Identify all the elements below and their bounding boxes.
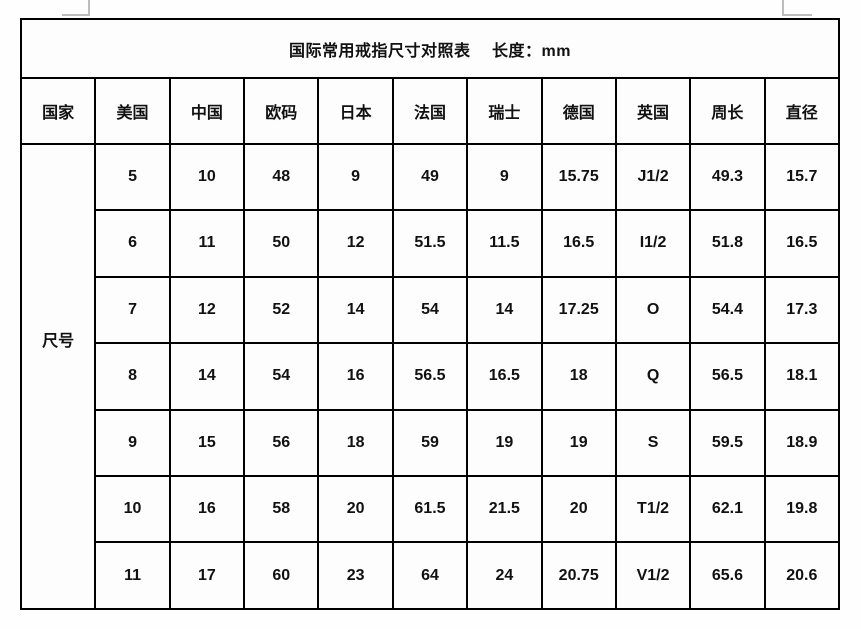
cell-uk-row3: O xyxy=(614,275,692,345)
cell-germany-row1: 15.75 xyxy=(540,142,617,212)
title-row: 国际常用戒指尺寸对照表 长度：mm xyxy=(20,17,840,80)
column-header-usa: 美国 xyxy=(94,77,171,145)
column-header-circumference: 周长 xyxy=(689,77,766,145)
cell-uk-row4: Q xyxy=(614,342,692,411)
gridline-artifact-top-right-horizontal xyxy=(782,14,812,16)
cell-china-row1: 10 xyxy=(168,142,246,212)
cell-uk-row2: I1/2 xyxy=(614,209,692,278)
cell-japan-row7: 23 xyxy=(317,541,394,610)
gridline-artifact-top-left-vertical xyxy=(88,0,90,16)
cell-circumference-row6: 62.1 xyxy=(689,475,766,544)
cell-switzerland-row6: 21.5 xyxy=(466,475,543,544)
cell-diameter-row5: 18.9 xyxy=(763,408,841,478)
cell-switzerland-row4: 16.5 xyxy=(466,342,543,411)
cell-switzerland-row3: 14 xyxy=(466,275,543,345)
cell-germany-row5: 19 xyxy=(540,408,617,478)
cell-france-row4: 56.5 xyxy=(391,342,469,411)
cell-usa-row1: 5 xyxy=(94,142,171,212)
cell-circumference-row1: 49.3 xyxy=(689,142,766,212)
cell-germany-row7: 20.75 xyxy=(540,541,617,610)
gridline-artifact-top-right-vertical xyxy=(782,0,784,16)
ring-size-comparison-table: 国际常用戒指尺寸对照表 长度：mm 国家 美国 中国 欧码 日本 法国 瑞士 德国 英国 周长 直径… xyxy=(19,17,841,611)
column-header-france: 法国 xyxy=(391,77,469,145)
gridline-artifact-top-left-horizontal xyxy=(62,14,90,16)
cell-france-row6: 61.5 xyxy=(391,475,469,544)
column-header-germany: 德国 xyxy=(540,77,617,145)
cell-circumference-row5: 59.5 xyxy=(689,408,766,478)
cell-usa-row5: 9 xyxy=(94,408,171,478)
cell-france-row5: 59 xyxy=(391,408,469,478)
cell-diameter-row7: 20.6 xyxy=(763,541,841,610)
column-header-japan: 日本 xyxy=(317,77,394,145)
cell-germany-row6: 20 xyxy=(540,475,617,544)
cell-switzerland-row2: 11.5 xyxy=(466,209,543,278)
cell-eu-row6: 58 xyxy=(243,475,320,544)
cell-germany-row3: 17.25 xyxy=(540,275,617,345)
cell-china-row2: 11 xyxy=(168,209,246,278)
cell-china-row3: 12 xyxy=(168,275,246,345)
cell-china-row4: 14 xyxy=(168,342,246,411)
cell-usa-row7: 11 xyxy=(94,541,171,610)
cell-switzerland-row1: 9 xyxy=(466,142,543,212)
cell-circumference-row3: 54.4 xyxy=(689,275,766,345)
cell-france-row2: 51.5 xyxy=(391,209,469,278)
column-header-switzerland: 瑞士 xyxy=(466,77,543,145)
table-row: 11 17 60 23 64 24 20.75 V1/2 65.6 20.6 xyxy=(21,541,841,610)
cell-eu-row3: 52 xyxy=(243,275,320,345)
cell-usa-row6: 10 xyxy=(94,475,171,544)
row-group-label: 尺号 xyxy=(42,333,75,351)
cell-circumference-row4: 56.5 xyxy=(689,342,766,411)
cell-japan-row3: 14 xyxy=(317,275,394,345)
row-group-cell: 尺号 xyxy=(19,142,97,611)
cell-diameter-row6: 19.8 xyxy=(763,475,841,544)
cell-uk-row7: V1/2 xyxy=(614,541,692,610)
cell-switzerland-row7: 24 xyxy=(466,541,543,610)
table-row: 7 12 52 14 54 14 17.25 O 54.4 17.3 xyxy=(21,275,841,345)
cell-diameter-row3: 17.3 xyxy=(763,275,841,345)
cell-france-row1: 49 xyxy=(391,142,469,212)
column-header-uk: 英国 xyxy=(614,77,692,145)
cell-diameter-row2: 16.5 xyxy=(763,209,841,278)
cell-china-row6: 16 xyxy=(168,475,246,544)
cell-diameter-row1: 15.7 xyxy=(763,142,841,212)
table-row: 8 14 54 16 56.5 16.5 18 Q 56.5 18.1 xyxy=(21,342,841,411)
cell-eu-row2: 50 xyxy=(243,209,320,278)
cell-japan-row4: 16 xyxy=(317,342,394,411)
cell-eu-row5: 56 xyxy=(243,408,320,478)
cell-japan-row5: 18 xyxy=(317,408,394,478)
table-row: 10 16 58 20 61.5 21.5 20 T1/2 62.1 19.8 xyxy=(21,475,841,544)
cell-japan-row1: 9 xyxy=(317,142,394,212)
cell-china-row5: 15 xyxy=(168,408,246,478)
table-row: 尺号 5 10 48 9 49 9 15.75 J1/2 49.3 15.7 xyxy=(19,142,841,611)
cell-germany-row2: 16.5 xyxy=(540,209,617,278)
table-title: 国际常用戒指尺寸对照表 长度：mm xyxy=(20,17,840,80)
cell-japan-row6: 20 xyxy=(317,475,394,544)
cell-uk-row6: T1/2 xyxy=(614,475,692,544)
cell-uk-row5: S xyxy=(614,408,692,478)
cell-usa-row2: 6 xyxy=(94,209,171,278)
table-row: 9 15 56 18 59 19 19 S 59.5 18.9 xyxy=(21,408,841,478)
cell-france-row7: 64 xyxy=(391,541,469,610)
column-header-china: 中国 xyxy=(168,77,246,145)
cell-circumference-row7: 65.6 xyxy=(689,541,766,610)
cell-diameter-row4: 18.1 xyxy=(763,342,841,411)
cell-switzerland-row5: 19 xyxy=(466,408,543,478)
table-row: 6 11 50 12 51.5 11.5 16.5 I1/2 51.8 16.5 xyxy=(21,209,841,278)
column-header-eu: 欧码 xyxy=(243,77,320,145)
cell-circumference-row2: 51.8 xyxy=(689,209,766,278)
cell-eu-row1: 48 xyxy=(243,142,320,212)
column-header-country: 国家 xyxy=(19,77,97,145)
cell-eu-row4: 54 xyxy=(243,342,320,411)
cell-usa-row4: 8 xyxy=(94,342,171,411)
cell-eu-row7: 60 xyxy=(243,541,320,610)
cell-usa-row3: 7 xyxy=(94,275,171,345)
cell-france-row3: 54 xyxy=(391,275,469,345)
header-row: 国家 美国 中国 欧码 日本 法国 瑞士 德国 英国 周长 直径 xyxy=(19,77,841,145)
cell-uk-row1: J1/2 xyxy=(614,142,692,212)
cell-germany-row4: 18 xyxy=(540,342,617,411)
cell-china-row7: 17 xyxy=(168,541,246,610)
cell-japan-row2: 12 xyxy=(317,209,394,278)
column-header-diameter: 直径 xyxy=(763,77,841,145)
